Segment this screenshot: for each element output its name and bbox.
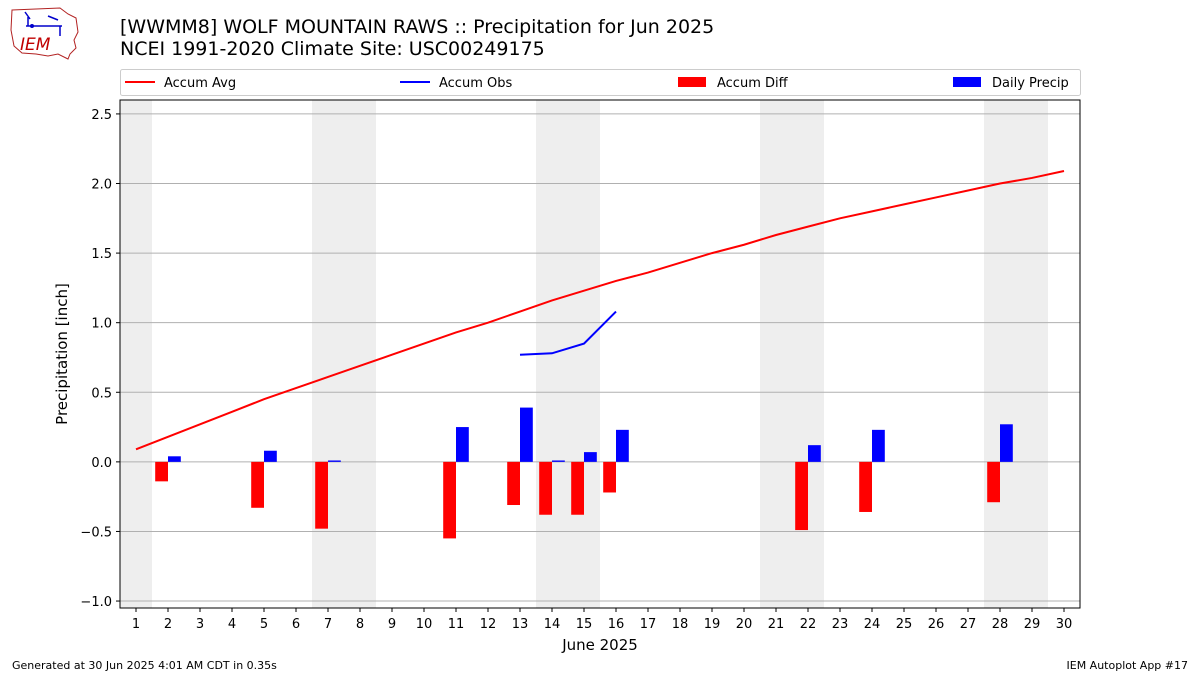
legend-swatch bbox=[953, 77, 981, 87]
legend-label: Accum Diff bbox=[717, 76, 789, 91]
bar-accum-diff bbox=[155, 461, 168, 482]
logo-text: IEM bbox=[20, 35, 51, 55]
bar-daily-precip bbox=[616, 429, 629, 462]
x-tick-label: 4 bbox=[228, 617, 236, 632]
y-tick-label: −1.0 bbox=[80, 595, 112, 610]
bars bbox=[155, 407, 1013, 539]
x-tick-label: 1 bbox=[132, 617, 140, 632]
bar-daily-precip bbox=[264, 450, 277, 462]
bar-daily-precip bbox=[584, 452, 597, 462]
x-tick-label: 7 bbox=[324, 617, 332, 632]
series-lines bbox=[135, 170, 1065, 451]
x-tick-label: 10 bbox=[416, 617, 433, 632]
grid-lines bbox=[120, 113, 1080, 602]
bar-accum-diff bbox=[859, 461, 872, 512]
title-line-2: NCEI 1991-2020 Climate Site: USC00249175 bbox=[120, 38, 545, 60]
x-tick-label: 19 bbox=[704, 617, 721, 632]
legend-label: Accum Obs bbox=[439, 76, 512, 91]
y-axis: −1.0 −0.5 0.0 0.5 1.0 1.5 2.0 2.5 bbox=[80, 108, 120, 610]
x-axis-label: June 2025 bbox=[561, 636, 638, 654]
x-tick-label: 5 bbox=[260, 617, 268, 632]
plot-frame bbox=[119, 99, 1081, 609]
y-axis-label: Precipitation [inch] bbox=[53, 283, 71, 425]
x-tick-label: 24 bbox=[864, 617, 881, 632]
chart-title: [WWMM8] WOLF MOUNTAIN RAWS :: Precipitat… bbox=[120, 16, 714, 60]
bar-daily-precip bbox=[872, 429, 885, 462]
x-tick-label: 11 bbox=[448, 617, 465, 632]
bar-daily-precip bbox=[328, 460, 341, 462]
weekend-band bbox=[760, 100, 824, 608]
x-tick-label: 23 bbox=[832, 617, 849, 632]
x-tick-label: 8 bbox=[356, 617, 364, 632]
bar-accum-diff bbox=[795, 461, 808, 531]
footer-generated: Generated at 30 Jun 2025 4:01 AM CDT in … bbox=[12, 659, 277, 672]
bar-accum-diff bbox=[315, 461, 328, 529]
x-tick-label: 16 bbox=[608, 617, 625, 632]
x-tick-label: 29 bbox=[1024, 617, 1041, 632]
title-line-1: [WWMM8] WOLF MOUNTAIN RAWS :: Precipitat… bbox=[120, 16, 715, 38]
x-tick-label: 18 bbox=[672, 617, 689, 632]
weekend-band bbox=[120, 100, 152, 608]
y-tick-label: 2.5 bbox=[91, 108, 112, 123]
legend-label: Accum Avg bbox=[164, 76, 236, 91]
bar-accum-diff bbox=[603, 461, 616, 493]
y-tick-label: 0.0 bbox=[91, 456, 112, 471]
legend-label: Daily Precip bbox=[992, 76, 1069, 91]
x-tick-label: 22 bbox=[800, 617, 817, 632]
x-tick-label: 20 bbox=[736, 617, 753, 632]
bar-accum-diff bbox=[251, 461, 264, 508]
line-accum-obs bbox=[519, 310, 617, 356]
x-tick-label: 9 bbox=[388, 617, 396, 632]
bar-daily-precip bbox=[808, 445, 821, 462]
x-tick-label: 14 bbox=[544, 617, 561, 632]
x-tick-label: 28 bbox=[992, 617, 1009, 632]
x-tick-label: 30 bbox=[1056, 617, 1073, 632]
x-tick-label: 15 bbox=[576, 617, 593, 632]
x-tick-label: 12 bbox=[480, 617, 497, 632]
x-tick-label: 3 bbox=[196, 617, 204, 632]
bar-daily-precip bbox=[1000, 424, 1013, 462]
x-axis: 1 2 3 4 5 6 7 8 9 10 11 12 13 14 15 16 17 18 19 20 21 22 23 24 2… bbox=[132, 608, 1072, 632]
x-tick-label: 13 bbox=[512, 617, 529, 632]
legend-swatch bbox=[678, 77, 706, 87]
bar-accum-diff bbox=[507, 461, 520, 506]
x-tick-label: 25 bbox=[896, 617, 913, 632]
y-tick-label: −0.5 bbox=[80, 525, 112, 540]
footer-app: IEM Autoplot App #17 bbox=[1066, 659, 1189, 672]
y-tick-label: 1.0 bbox=[91, 317, 112, 332]
line-accum-avg bbox=[135, 170, 1065, 451]
x-tick-label: 26 bbox=[928, 617, 945, 632]
bar-accum-diff bbox=[539, 461, 552, 515]
y-tick-label: 0.5 bbox=[91, 386, 112, 401]
x-tick-label: 21 bbox=[768, 617, 785, 632]
bar-accum-diff bbox=[987, 461, 1000, 503]
y-tick-label: 1.5 bbox=[91, 247, 112, 262]
x-tick-label: 2 bbox=[164, 617, 172, 632]
legend: Accum Avg Accum Obs Accum Diff Daily Precip bbox=[120, 69, 1081, 96]
y-tick-label: 2.0 bbox=[91, 178, 112, 193]
x-tick-label: 27 bbox=[960, 617, 977, 632]
bar-daily-precip bbox=[520, 407, 533, 462]
bar-accum-diff bbox=[571, 461, 584, 515]
x-tick-label: 17 bbox=[640, 617, 657, 632]
bar-accum-diff bbox=[443, 461, 456, 539]
iem-logo: IEM bbox=[8, 6, 80, 60]
bar-daily-precip bbox=[456, 427, 469, 462]
x-tick-label: 6 bbox=[292, 617, 300, 632]
bar-daily-precip bbox=[168, 456, 181, 462]
bar-daily-precip bbox=[552, 460, 565, 462]
